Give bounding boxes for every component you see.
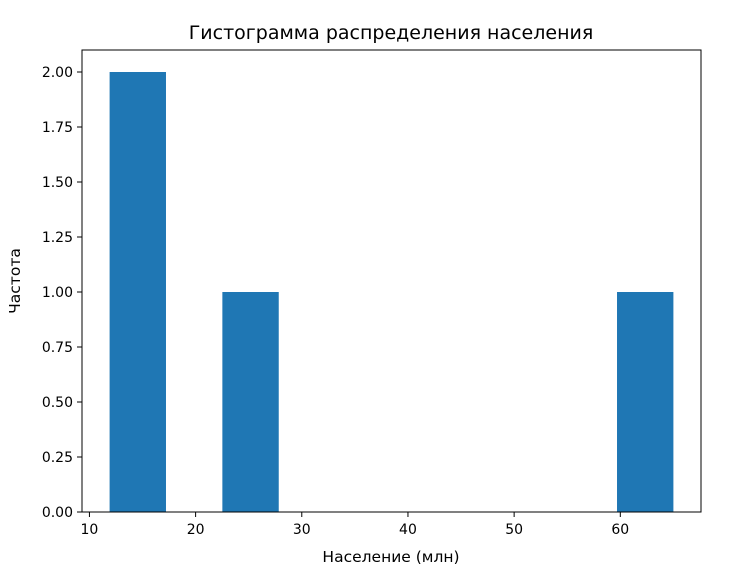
x-axis-label: Население (млн) [322,548,459,566]
x-tick-label: 30 [293,522,311,538]
chart-title: Гистограмма распределения населения [189,22,594,44]
plot-frame [81,49,702,513]
x-tick-label: 60 [611,522,629,538]
y-axis-label: Частота [6,248,24,314]
y-tick-label: 1.50 [42,175,73,191]
y-tick-label: 1.75 [42,120,73,136]
histogram-bar [222,292,279,512]
y-tick-label: 1.25 [42,230,73,246]
y-tick-label: 2.00 [42,65,73,81]
x-tick-label: 20 [187,522,205,538]
x-tick-label: 10 [81,522,99,538]
histogram-bar [617,292,674,512]
y-tick-label: 0.75 [42,340,73,356]
y-tick-label: 0.00 [42,505,73,521]
histogram-bar [109,72,166,512]
y-tick-label: 0.50 [42,395,73,411]
y-tick-label: 0.25 [42,450,73,466]
x-tick-label: 50 [505,522,523,538]
x-tick-label: 40 [399,522,417,538]
y-tick-label: 1.00 [42,285,73,301]
